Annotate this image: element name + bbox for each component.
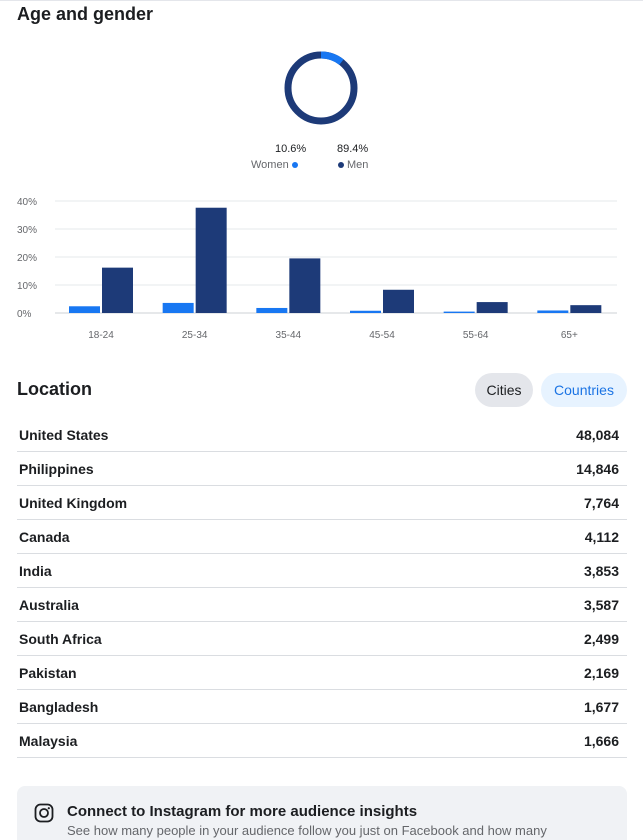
country-row: South Africa 2,499 xyxy=(17,622,627,656)
country-value: 48,084 xyxy=(576,426,619,443)
cities-tab-button[interactable]: Cities xyxy=(475,373,533,407)
donut-men-segment xyxy=(284,51,358,125)
x-tick-label: 25-34 xyxy=(182,330,208,341)
country-value: 2,499 xyxy=(583,630,619,647)
y-tick-label: 0% xyxy=(17,309,32,320)
women-legend-label: Women xyxy=(251,159,289,171)
country-name: Bangladesh xyxy=(19,698,99,715)
instagram-card-description: See how many people in your audience fol… xyxy=(67,823,547,838)
y-tick-label: 20% xyxy=(17,253,37,264)
country-name: United States xyxy=(19,426,109,443)
men-bar xyxy=(570,305,602,313)
y-tick-label: 40% xyxy=(17,197,37,208)
men-bar xyxy=(289,258,321,313)
x-tick-label: 35-44 xyxy=(276,330,302,341)
country-value: 3,853 xyxy=(583,562,619,579)
location-title: Location xyxy=(17,379,92,399)
women-bar xyxy=(256,307,288,313)
instagram-icon xyxy=(34,803,54,823)
gender-donut-chart xyxy=(284,51,358,125)
country-value: 2,169 xyxy=(583,664,619,681)
y-tick-label: 30% xyxy=(17,225,37,236)
men-dot-icon xyxy=(338,162,344,168)
country-row: United Kingdom 7,764 xyxy=(17,486,627,520)
country-name: Philippines xyxy=(19,460,94,477)
country-value: 1,677 xyxy=(583,698,619,715)
women-bar xyxy=(350,310,381,313)
x-tick-label: 55-64 xyxy=(463,330,489,341)
women-bar xyxy=(443,311,475,313)
countries-tab-button[interactable]: Countries xyxy=(541,373,627,407)
country-row: India 3,853 xyxy=(17,554,627,588)
country-row: Pakistan 2,169 xyxy=(17,656,627,690)
country-row: Malaysia 1,666 xyxy=(17,724,627,758)
women-bar xyxy=(69,306,100,313)
country-value: 1,666 xyxy=(583,732,619,749)
men-bar xyxy=(195,207,227,313)
women-legend: Women xyxy=(251,159,298,171)
country-row: Bangladesh 1,677 xyxy=(17,690,627,724)
country-value: 7,764 xyxy=(583,494,619,511)
country-value: 3,587 xyxy=(583,596,619,613)
country-name: South Africa xyxy=(19,630,102,647)
country-name: United Kingdom xyxy=(19,494,128,511)
women-bar xyxy=(162,302,194,313)
y-tick-label: 10% xyxy=(17,281,37,292)
x-tick-label: 45-54 xyxy=(369,330,395,341)
men-bar xyxy=(102,267,133,313)
men-percentage: 89.4% xyxy=(337,143,369,155)
x-tick-label: 18-24 xyxy=(88,330,114,341)
x-tick-label: 65+ xyxy=(561,330,578,341)
country-row: United States 48,084 xyxy=(17,418,627,452)
country-list: United States 48,084 Philippines 14,846 Unit… xyxy=(17,418,627,758)
donut-women-segment xyxy=(284,51,358,125)
women-percentage: 10.6% xyxy=(275,143,307,155)
men-legend: Men xyxy=(338,159,368,171)
country-row: Australia 3,587 xyxy=(17,588,627,622)
country-row: Canada 4,112 xyxy=(17,520,627,554)
country-value: 4,112 xyxy=(584,528,619,545)
instagram-card-title: Connect to Instagram for more audience i… xyxy=(67,803,418,820)
country-name: Malaysia xyxy=(19,732,78,749)
instagram-connect-card[interactable]: Connect to Instagram for more audience i… xyxy=(17,786,627,840)
country-name: Australia xyxy=(19,596,79,613)
age-gender-title: Age and gender xyxy=(17,4,154,24)
women-bar xyxy=(537,310,569,313)
top-divider xyxy=(0,0,643,1)
women-dot-icon xyxy=(291,162,298,168)
men-bar xyxy=(476,302,508,313)
age-bar-chart: 0% 10% 20% 30% 40% 18-24 25-34 35-44 45-54 55-64 6… xyxy=(17,197,617,341)
country-name: Canada xyxy=(19,528,70,545)
country-value: 14,846 xyxy=(576,460,619,477)
country-row: Philippines 14,846 xyxy=(17,452,627,486)
country-name: India xyxy=(19,562,52,579)
men-legend-label: Men xyxy=(347,159,369,171)
country-name: Pakistan xyxy=(19,664,77,681)
men-bar xyxy=(383,289,414,313)
